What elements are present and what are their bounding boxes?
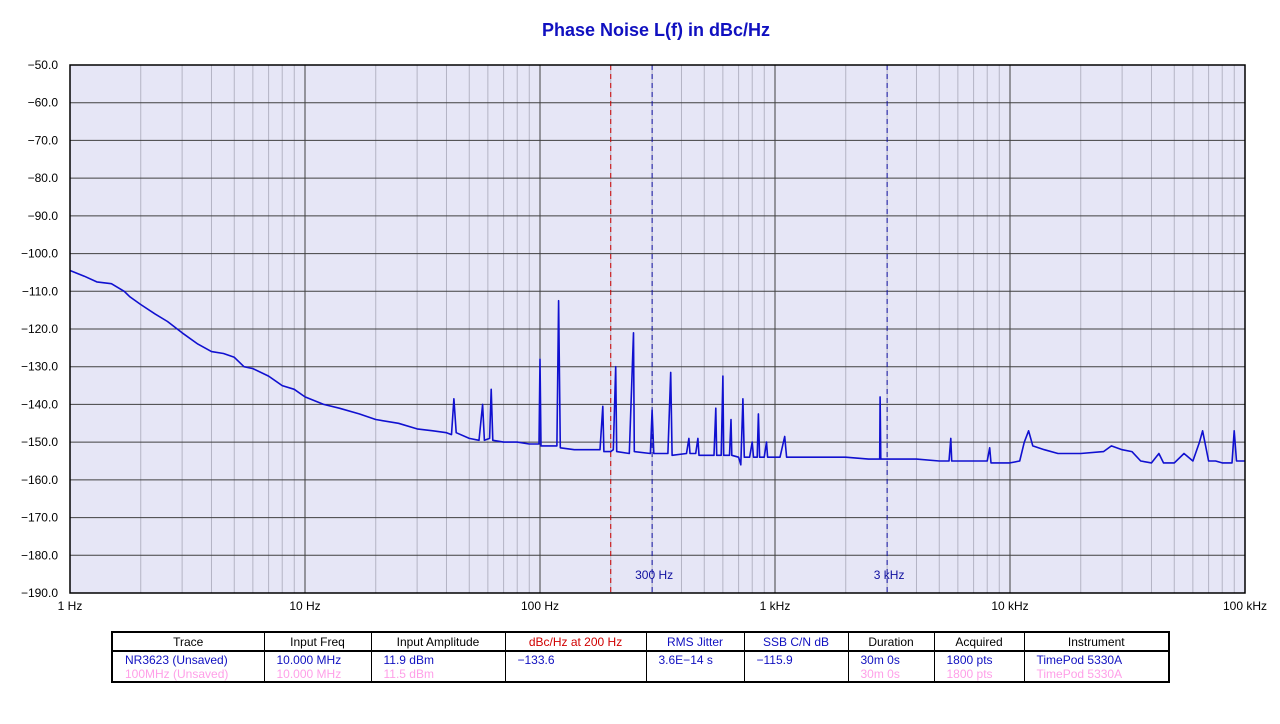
x-tick-label: 1 kHz <box>760 599 791 613</box>
marker-label: 3 kHz <box>874 568 905 582</box>
y-tick-label: −170.0 <box>21 511 58 525</box>
cell-dbc-at <box>504 668 647 682</box>
cell-duration: 30m 0s <box>847 651 935 668</box>
header-input-freq: Input Freq <box>263 631 372 652</box>
y-tick-label: −150.0 <box>21 435 58 449</box>
y-tick-label: −140.0 <box>21 397 58 411</box>
y-tick-label: −190.0 <box>21 586 58 600</box>
cell-rms-jitter: 3.6E−14 s <box>645 651 745 668</box>
grid-lines <box>69 64 1246 594</box>
phase-noise-chart: Phase Noise L(f) in dBc/Hz 300 Hz 3 kHz −… <box>21 20 1267 613</box>
cell-acquired: 1800 pts <box>933 651 1025 668</box>
cell-dbc-at: −133.6 <box>504 651 647 668</box>
trace-info-table: Trace Input Freq Input Amplitude dBc/Hz … <box>111 631 1170 683</box>
plot-frame <box>69 64 1246 594</box>
x-tick-label: 100 kHz <box>1223 599 1267 613</box>
y-tick-label: −90.0 <box>28 209 59 223</box>
cell-ssb: −115.9 <box>743 651 849 668</box>
y-tick-label: −110.0 <box>22 284 58 298</box>
header-instrument: Instrument <box>1023 631 1170 652</box>
x-axis-ticks: 1 Hz 10 Hz 100 Hz 1 kHz 10 kHz 100 kHz <box>58 599 1267 613</box>
x-tick-label: 1 Hz <box>58 599 83 613</box>
y-tick-label: −180.0 <box>21 548 58 562</box>
header-duration: Duration <box>847 631 935 652</box>
cell-rms-jitter <box>645 668 745 682</box>
header-dbc-at-200hz: dBc/Hz at 200 Hz <box>504 631 647 652</box>
y-tick-label: −70.0 <box>28 133 59 147</box>
cell-trace: NR3623 (Unsaved) <box>111 651 265 668</box>
x-tick-label: 100 Hz <box>521 599 559 613</box>
x-tick-label: 10 kHz <box>991 599 1028 613</box>
chart-title: Phase Noise L(f) in dBc/Hz <box>542 20 770 40</box>
y-tick-label: −80.0 <box>28 171 59 185</box>
table-row[interactable]: NR3623 (Unsaved) 10.000 MHz 11.9 dBm −13… <box>111 651 1170 668</box>
series-layer <box>69 269 1245 466</box>
y-tick-label: −60.0 <box>28 96 59 110</box>
cell-acquired: 1800 pts <box>933 668 1025 682</box>
y-tick-label: −160.0 <box>21 473 58 487</box>
table-header-row: Trace Input Freq Input Amplitude dBc/Hz … <box>111 631 1170 652</box>
header-ssb-cn: SSB C/N dB <box>743 631 849 652</box>
x-tick-label: 10 Hz <box>289 599 320 613</box>
marker-label: 300 Hz <box>635 568 673 582</box>
cell-duration: 30m 0s <box>847 668 935 682</box>
cell-instrument: TimePod 5330A <box>1023 651 1170 668</box>
y-tick-label: −120.0 <box>21 322 58 336</box>
cell-ssb <box>743 668 849 682</box>
cell-input-freq: 10.000 MHz <box>263 668 372 682</box>
header-acquired: Acquired <box>933 631 1025 652</box>
header-rms-jitter: RMS Jitter <box>645 631 745 652</box>
cell-input-amplitude: 11.5 dBm <box>370 668 506 682</box>
cell-trace: 100MHz (Unsaved) <box>111 668 265 682</box>
series-line <box>69 269 1245 466</box>
cell-instrument: TimePod 5330A <box>1023 668 1170 682</box>
cell-input-amplitude: 11.9 dBm <box>370 651 506 668</box>
table-row[interactable]: 100MHz (Unsaved) 10.000 MHz 11.5 dBm 30m… <box>111 668 1170 682</box>
y-tick-label: −50.0 <box>28 58 59 72</box>
header-input-amplitude: Input Amplitude <box>370 631 506 652</box>
cell-input-freq: 10.000 MHz <box>263 651 372 668</box>
header-trace: Trace <box>111 631 265 652</box>
y-tick-label: −130.0 <box>21 360 58 374</box>
y-axis-ticks: −50.0 −60.0 −70.0 −80.0 −90.0 −100.0 −110.0 −12… <box>21 58 58 600</box>
y-tick-label: −100.0 <box>21 247 58 261</box>
frequency-markers: 300 Hz 3 kHz <box>610 65 905 593</box>
